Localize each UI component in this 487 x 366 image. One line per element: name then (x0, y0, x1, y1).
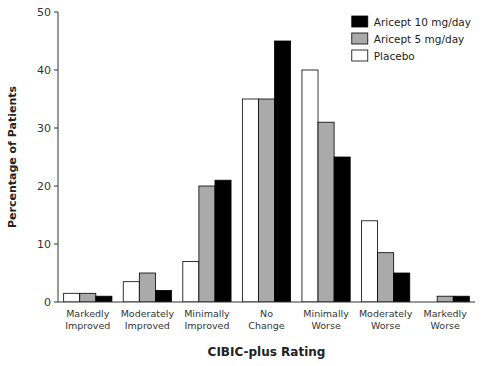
bar (437, 296, 453, 302)
bar (123, 282, 139, 302)
y-axis-line (58, 12, 59, 302)
bar (378, 253, 394, 302)
legend-label: Placebo (374, 50, 415, 62)
bar (318, 122, 334, 302)
x-axis-line (58, 302, 475, 303)
legend-label: Aricept 5 mg/day (374, 33, 465, 45)
y-tick-label: 40 (37, 64, 51, 77)
x-tick-label: MarkedlyImproved (65, 308, 110, 331)
y-tick-label: 30 (37, 122, 51, 135)
bar (242, 99, 258, 302)
x-tick-label: ModeratelyWorse (359, 308, 413, 331)
bar (275, 41, 291, 302)
legend-swatch (352, 16, 368, 27)
y-tick (54, 12, 58, 13)
legend: Aricept 10 mg/day Aricept 5 mg/day Placebo (352, 16, 471, 62)
bar (64, 293, 80, 302)
y-tick-label: 20 (37, 180, 51, 193)
y-tick (54, 186, 58, 187)
y-tick-label: 50 (37, 6, 51, 19)
bar (362, 221, 378, 302)
bar (334, 157, 350, 302)
legend-swatch (352, 33, 368, 44)
x-tick-label: MarkedlyWorse (424, 308, 468, 331)
y-tick-label: 10 (37, 238, 51, 251)
bar (302, 70, 318, 302)
x-tick-label: NoChange (248, 308, 285, 331)
legend-label: Aricept 10 mg/day (374, 16, 471, 28)
bar (394, 273, 410, 302)
x-axis-label: CIBIC-plus Rating (208, 345, 326, 359)
y-tick (54, 128, 58, 129)
y-tick-label: 0 (44, 296, 51, 309)
x-tick-label: ModeratelyImproved (121, 308, 175, 331)
bar (199, 186, 215, 302)
y-axis-label: Percentage of Patients (6, 86, 19, 229)
bar (183, 261, 199, 302)
bar (258, 99, 274, 302)
legend-swatch (352, 50, 368, 61)
x-tick-label: MinimallyImproved (184, 308, 230, 331)
chart: 0 10 20 30 40 50 MarkedlyImproved ModeratelyImp… (0, 0, 487, 366)
bar (139, 273, 155, 302)
bar (96, 296, 112, 302)
x-tick-label: MinimallyWorse (303, 308, 349, 331)
y-tick (54, 244, 58, 245)
y-tick (54, 70, 58, 71)
bars (64, 41, 470, 302)
bar (215, 180, 231, 302)
y-tick (54, 302, 58, 303)
bar (80, 293, 96, 302)
bar (453, 296, 469, 302)
bar (155, 290, 171, 302)
